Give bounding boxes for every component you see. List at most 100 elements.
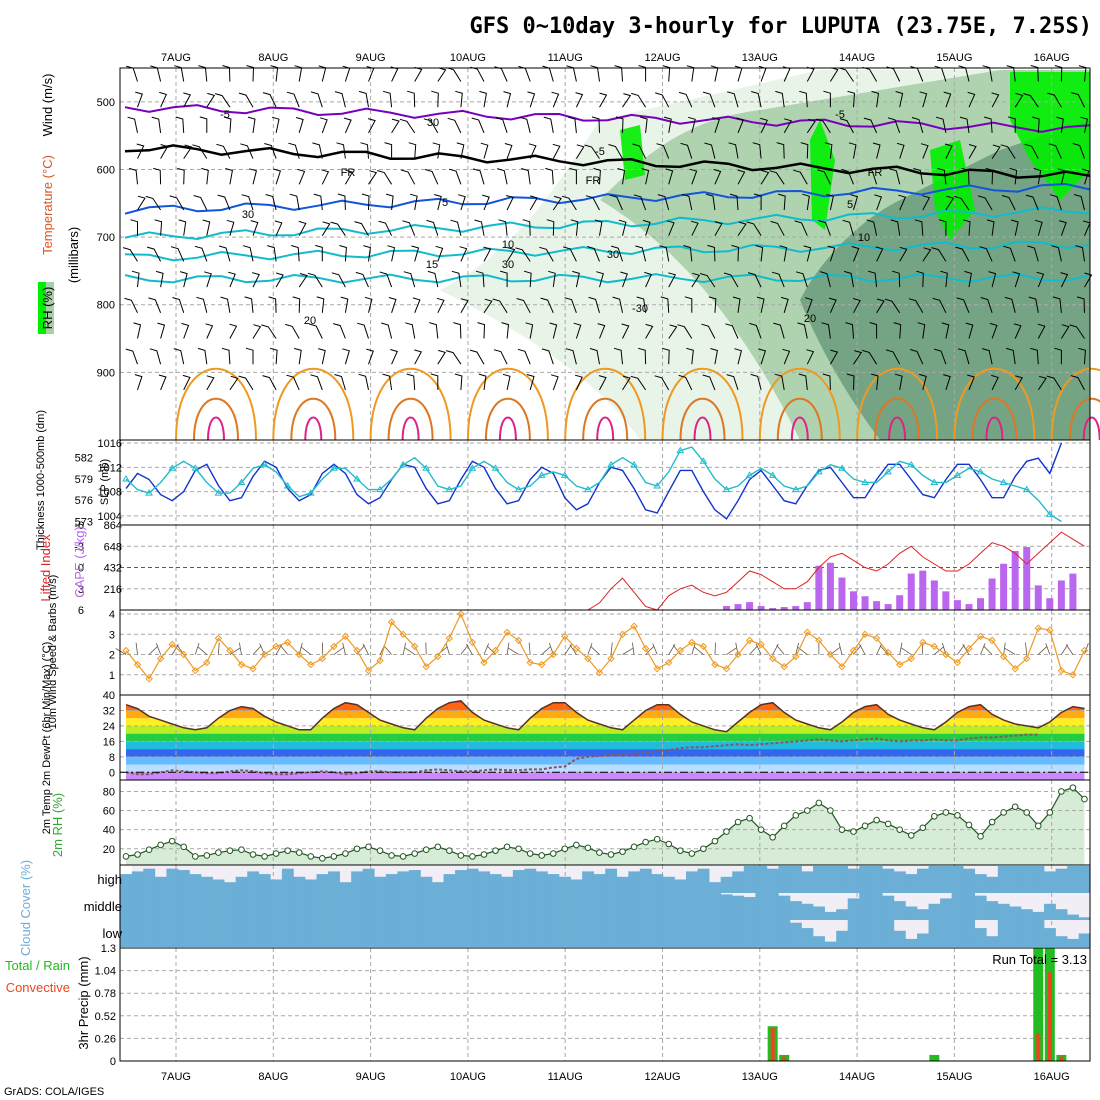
surface-wind-barb [610, 642, 613, 655]
cloud-high-bar [801, 871, 814, 893]
cape-bar [919, 570, 927, 610]
surface-wind-barb [460, 644, 469, 655]
wind-barb [321, 221, 331, 236]
cloud-high-bar [697, 868, 710, 893]
wind-barb [931, 247, 947, 262]
isotherm-line [124, 104, 1091, 133]
wind-barb [250, 220, 259, 236]
wind-barb [957, 348, 970, 365]
cloud-high-bar [662, 876, 675, 893]
wind-speed-marker [676, 646, 685, 655]
cloud-low-bar [789, 922, 802, 947]
cloud-high-bar [524, 868, 537, 893]
cape-tick: 864 [104, 520, 122, 532]
wind-barb [793, 169, 808, 185]
wind-barb [633, 194, 647, 211]
wind-barb [642, 219, 651, 236]
wind-barb [819, 271, 831, 288]
wind-barb [1070, 375, 1085, 391]
wind-barb [546, 219, 555, 236]
wind-barb [543, 116, 554, 133]
wind-barb [307, 272, 323, 288]
wind-barb [366, 348, 374, 365]
wind-speed-marker [341, 632, 350, 641]
wind-barb [611, 245, 623, 262]
wind-barb [612, 296, 623, 313]
thickness-line-marker [283, 482, 292, 489]
wind-barb [712, 117, 720, 134]
lifted-index-tick: 6 [78, 605, 84, 617]
thickness-line-marker [353, 475, 361, 482]
wind-barb [964, 270, 972, 288]
wind-barb [635, 245, 647, 262]
cloud-middle-bar [870, 893, 883, 920]
wind-barb [1073, 194, 1085, 211]
cloud-middle-bar [778, 895, 791, 920]
wind-barb [846, 373, 855, 390]
cloud-low-bar [662, 920, 675, 947]
wind-barb [340, 296, 349, 313]
wind-speed-marker [249, 664, 257, 673]
wind-speed-marker [399, 630, 407, 639]
rh-marker [734, 818, 742, 826]
wind-barb [357, 322, 369, 339]
cloud-low-bar [813, 936, 825, 947]
cloud-middle-bar [801, 903, 814, 920]
wind-barb [1010, 219, 1019, 236]
cloud-low-bar [824, 941, 837, 947]
wind-barb [572, 270, 580, 288]
cloud-middle-bar [166, 893, 179, 920]
cloud-high-bar [917, 868, 929, 893]
cloud-high-bar [212, 879, 225, 893]
cloud-high-bar [547, 874, 560, 893]
wind-tick: 1 [109, 670, 115, 682]
wind-speed-marker [237, 660, 246, 669]
wind-barb [435, 245, 444, 262]
rh-marker [1081, 795, 1088, 803]
slp-tick: 1012 [98, 462, 122, 474]
rh-marker [873, 816, 880, 824]
rh-marker [203, 852, 211, 859]
wind-speed-marker [445, 634, 454, 643]
wind-barb [760, 117, 769, 134]
cloud-high-bar [281, 868, 294, 893]
cloud-middle-bar [224, 893, 237, 920]
wind-speed-marker [318, 654, 327, 663]
cloud-middle-bar [154, 893, 167, 920]
temperature-band [126, 725, 1085, 734]
cloud-middle-bar [258, 893, 271, 920]
warm-isotherm-loop [466, 367, 549, 441]
wind-speed-marker [942, 650, 950, 659]
cloud-middle-bar [189, 893, 202, 920]
cloud-high-bar [351, 871, 364, 893]
cloud-high-bar [512, 870, 525, 893]
wind-barb [382, 373, 393, 390]
date-tick-top: 10AUG [450, 52, 486, 64]
cloud-high-bar [986, 876, 999, 893]
cloud-high-bar [1067, 866, 1079, 893]
wind-barb [223, 116, 232, 133]
cape-bar [930, 580, 938, 610]
cloud-middle-bar [905, 906, 918, 920]
thickness-tick: 576 [75, 495, 93, 507]
wind-barb [1013, 323, 1022, 339]
wind-barb [737, 169, 746, 185]
rh-marker [1034, 822, 1042, 830]
wind-barb [1024, 143, 1039, 159]
wind-barb [594, 219, 603, 236]
wind-barb [899, 246, 908, 262]
rh-marker [307, 853, 315, 860]
cloud-low-bar [639, 920, 652, 947]
cloud-low-bar [986, 936, 999, 947]
rh-marker [1069, 784, 1077, 791]
wind-barb [130, 219, 138, 236]
wind-barb [197, 347, 208, 365]
wind-barb [802, 193, 810, 211]
surface-wind-barb [528, 642, 531, 655]
date-tick-bottom: 11AUG [548, 1071, 583, 1083]
cloud-high-bar [720, 876, 733, 893]
wind-speed-marker [491, 646, 500, 655]
wind-barb [666, 220, 675, 236]
wind-barb [638, 347, 647, 365]
wind-barb [657, 194, 670, 211]
